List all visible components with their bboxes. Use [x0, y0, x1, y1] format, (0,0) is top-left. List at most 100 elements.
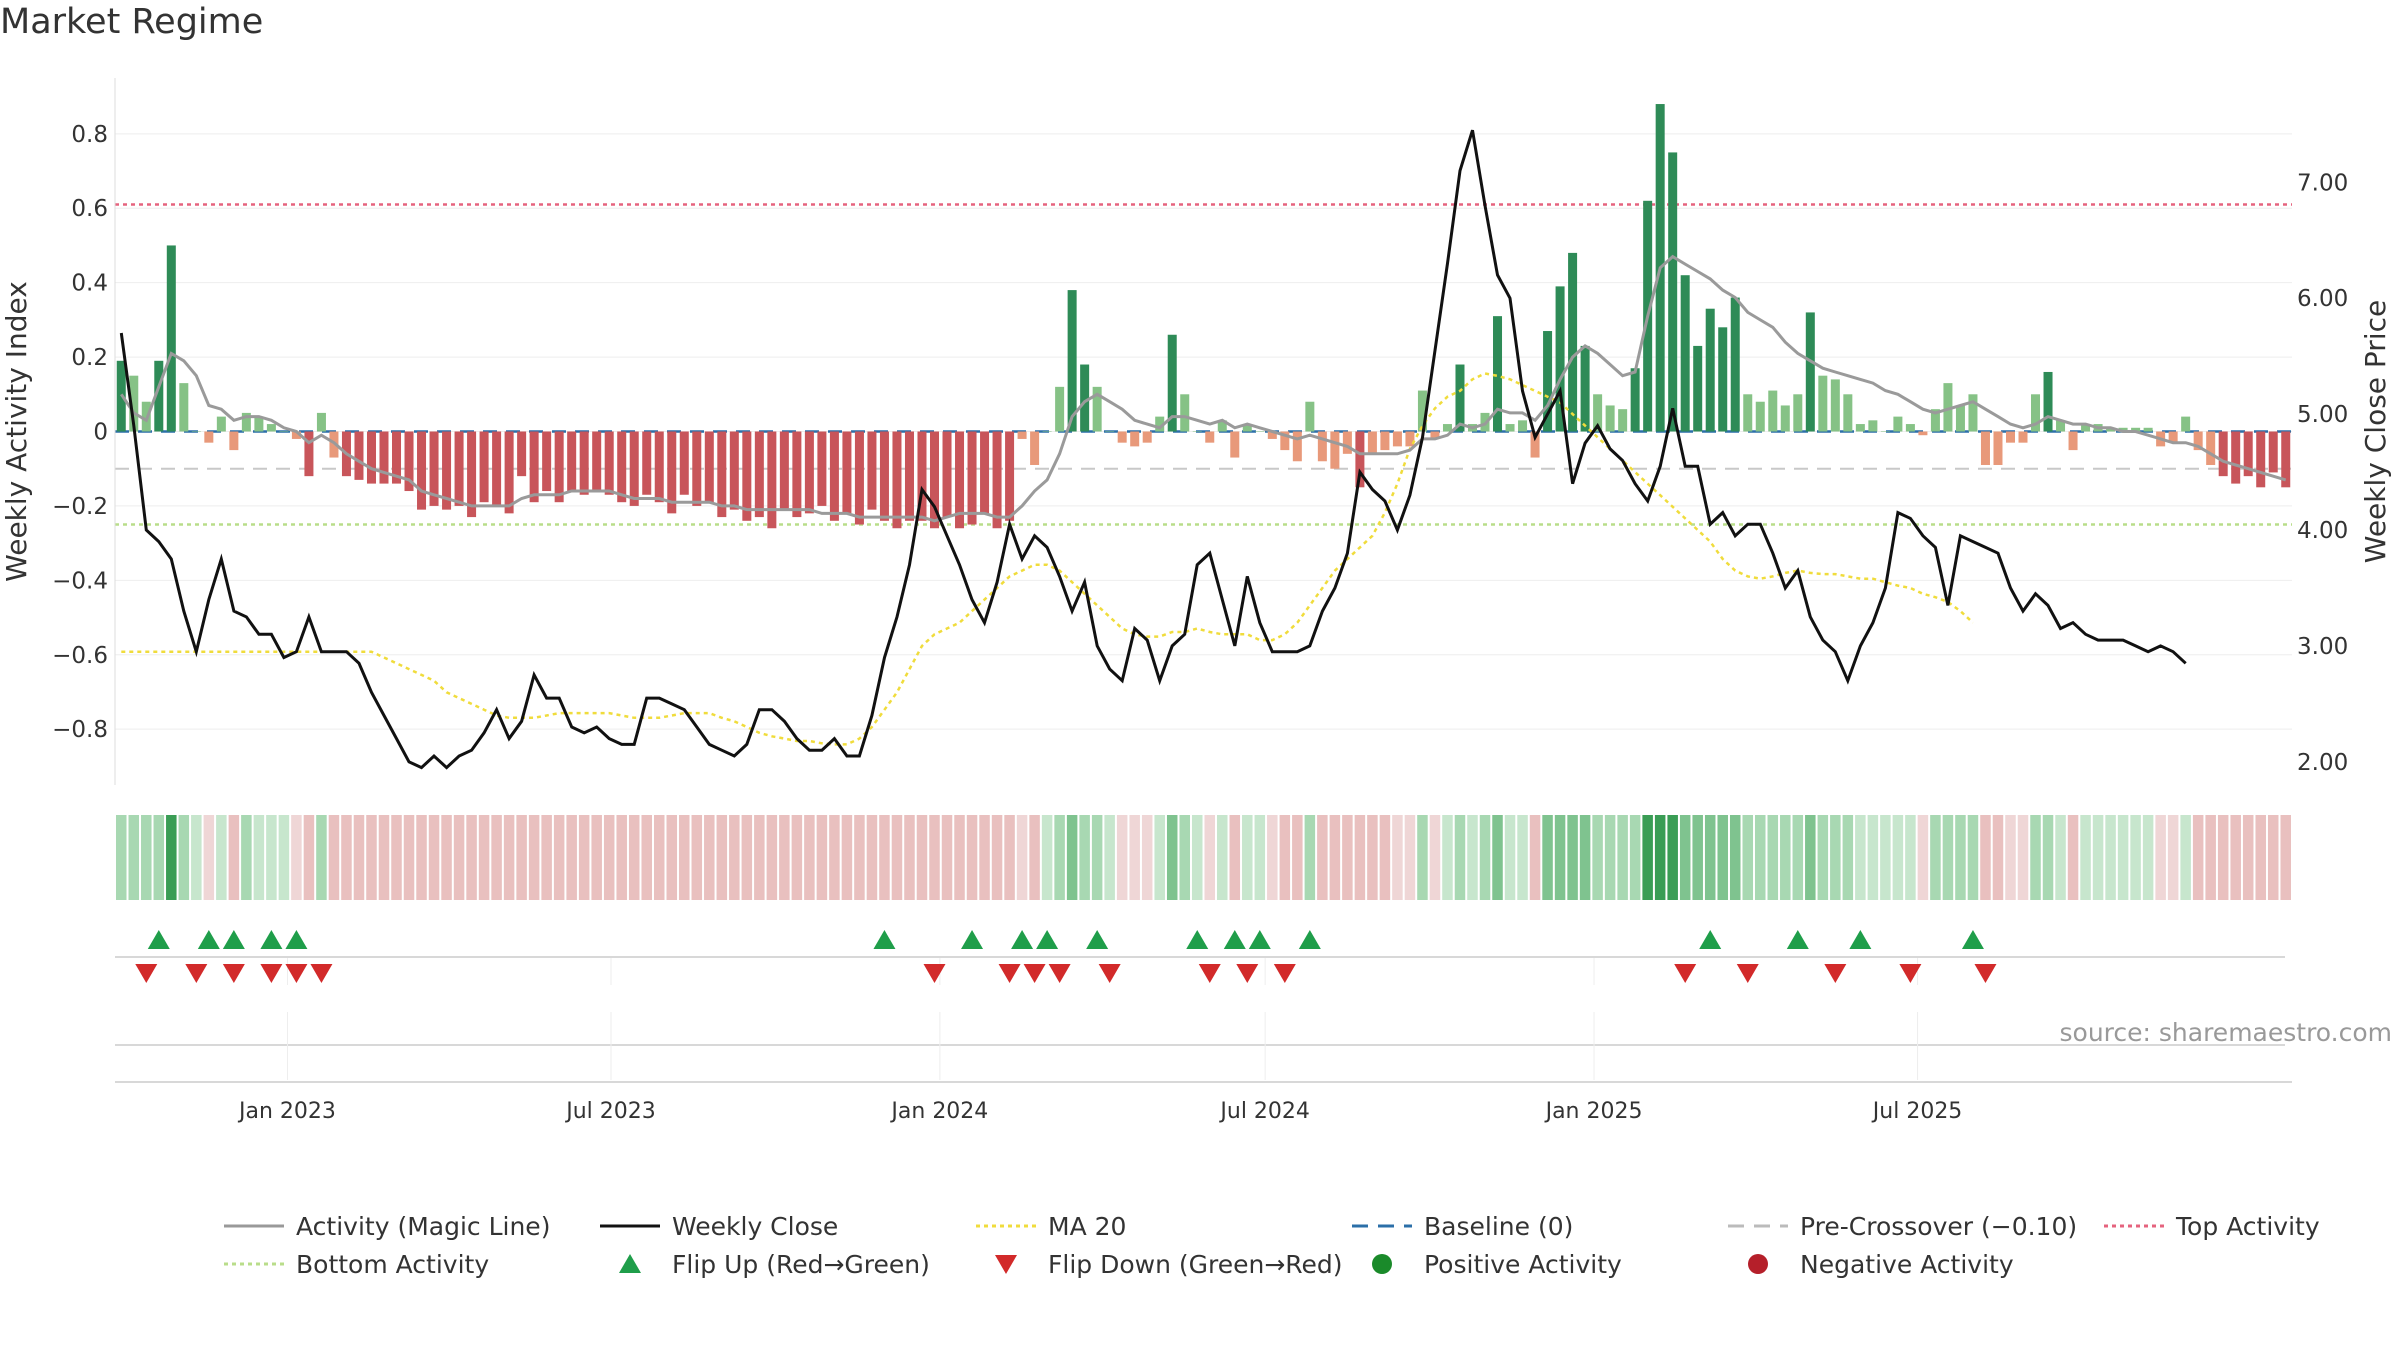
- activity-bar: [229, 431, 239, 451]
- activity-bar: [2268, 431, 2278, 473]
- flip-down-marker: [1236, 964, 1259, 983]
- regime-cell: [979, 815, 990, 900]
- series-lines: [119, 129, 2287, 770]
- y2-tick-label: 7.00: [2297, 170, 2348, 196]
- regime-cell: [153, 815, 165, 900]
- activity-bar: [654, 431, 664, 503]
- regime-cell: [766, 815, 778, 900]
- regime-cell: [2155, 815, 2166, 900]
- regime-cell: [1955, 815, 1966, 900]
- regime-cell: [1867, 815, 1879, 900]
- regime-cell: [316, 815, 327, 900]
- activity-bar: [1893, 416, 1903, 432]
- activity-bar: [1818, 375, 1828, 432]
- regime-cell: [1079, 815, 1090, 900]
- activity-bar: [1280, 431, 1290, 451]
- regime-cell: [1742, 815, 1754, 900]
- activity-bar: [1630, 368, 1640, 432]
- regime-cell: [1204, 815, 1216, 900]
- regime-cell: [941, 815, 953, 900]
- regime-cell: [1642, 815, 1653, 900]
- legend-swatch-marker: [995, 1255, 1017, 1274]
- activity-bar: [717, 431, 727, 518]
- regime-cell: [141, 815, 152, 900]
- activity-bar: [1718, 327, 1728, 432]
- regime-cell: [516, 815, 527, 900]
- regime-cell: [1817, 815, 1829, 900]
- regime-cell: [1704, 815, 1716, 900]
- activity-bar: [1230, 431, 1240, 458]
- activity-bar: [1918, 431, 1928, 436]
- activity-bar: [1868, 420, 1878, 432]
- regime-cell: [416, 815, 427, 900]
- regime-cell: [929, 815, 940, 900]
- regime-cell: [1454, 815, 1466, 900]
- flip-up-marker: [1248, 930, 1271, 949]
- legend-label: MA 20: [1048, 1211, 1127, 1241]
- x-tick-label: Jan 2024: [889, 1099, 988, 1124]
- activity-bar: [704, 431, 714, 503]
- activity-bar: [980, 431, 990, 514]
- flip-up-marker: [1699, 930, 1722, 949]
- regime-cell: [1592, 815, 1603, 900]
- legend-swatch-top: [2104, 1224, 2164, 1228]
- activity-bar: [392, 431, 402, 484]
- regime-cell: [328, 815, 340, 900]
- activity-bar: [2068, 431, 2078, 451]
- regime-cell: [791, 815, 803, 900]
- activity-bar: [417, 431, 427, 510]
- legend-swatch-marker: [1748, 1254, 1768, 1274]
- flip-down-marker: [1098, 964, 1121, 983]
- regime-cell: [1141, 815, 1153, 900]
- activity-bar: [829, 431, 839, 521]
- regime-cell: [1417, 815, 1428, 900]
- regime-cell: [116, 815, 127, 900]
- activity-bar: [2168, 431, 2178, 443]
- activity-bar: [879, 431, 889, 521]
- activity-bar: [1955, 405, 1965, 432]
- activity-bar: [767, 431, 777, 529]
- regime-cell: [1154, 815, 1165, 900]
- activity-bar: [955, 431, 965, 529]
- activity-bar: [2106, 427, 2116, 432]
- activity-bar: [1943, 383, 1953, 432]
- regime-cell: [1980, 815, 1991, 900]
- flip-up-marker: [260, 930, 283, 949]
- legend-swatch-pre: [1728, 1224, 1788, 1228]
- regime-cell: [253, 815, 265, 900]
- activity-bar: [1793, 394, 1803, 432]
- regime-cell: [491, 815, 502, 900]
- activity-bar: [629, 431, 639, 506]
- activity-bar: [2131, 427, 2141, 432]
- flip-down-marker: [1273, 964, 1296, 983]
- flip-up-marker: [1086, 930, 1109, 949]
- regime-cell: [1292, 815, 1303, 900]
- regime-cell: [1279, 815, 1291, 900]
- regime-cell: [1755, 815, 1766, 900]
- flip-down-marker: [260, 964, 283, 983]
- flip-up-marker: [147, 930, 170, 949]
- flip-up-marker: [1849, 930, 1872, 949]
- flip-markers: [115, 930, 2285, 985]
- regime-cell: [1667, 815, 1678, 900]
- activity-bar: [1405, 431, 1415, 447]
- regime-cell: [966, 815, 978, 900]
- regime-cell: [2130, 815, 2141, 900]
- regime-cell: [1517, 815, 1528, 900]
- regime-cell: [228, 815, 240, 900]
- regime-cell: [1054, 815, 1065, 900]
- regime-cell: [679, 815, 690, 900]
- regime-cell: [2005, 815, 2016, 900]
- activity-bar: [354, 431, 364, 480]
- activity-bar: [567, 431, 577, 492]
- weekly-close-line: [119, 129, 2187, 770]
- regime-cell: [1129, 815, 1140, 900]
- x-axis: Jan 2023 Jul 2023 Jan 2024 Jul 2024 Jan 2025…: [115, 1012, 2292, 1124]
- regime-cell: [303, 815, 315, 900]
- regime-cell: [503, 815, 515, 900]
- activity-bar: [304, 431, 314, 477]
- legend-label: Pre-Crossover (−0.10): [1800, 1211, 2078, 1241]
- activity-bar: [929, 431, 940, 529]
- market-regime-chart: 0.8 0.6 0.4 0.2 0 −0.2 −0.4 −0.6 −0.8 7.00 6.00 5.0…: [0, 78, 2392, 1124]
- activity-bar: [2281, 431, 2291, 488]
